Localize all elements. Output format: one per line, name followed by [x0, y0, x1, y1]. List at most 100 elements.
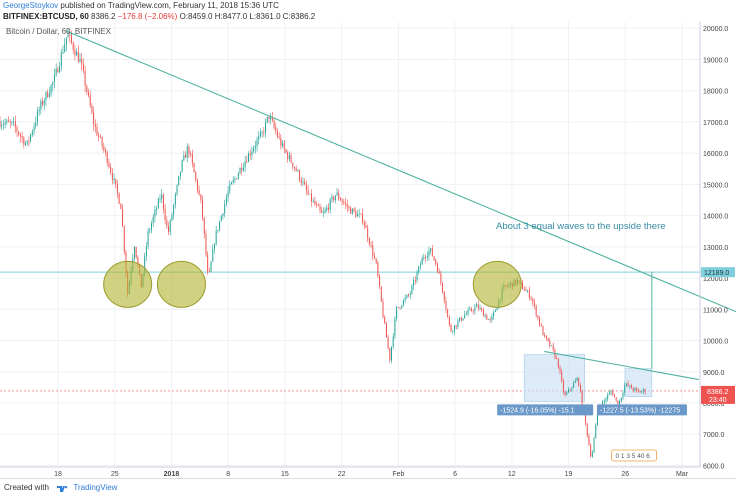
- candle-body: [179, 171, 181, 176]
- candle-body: [275, 127, 277, 132]
- candle-body: [43, 100, 45, 105]
- candle-body: [314, 200, 316, 205]
- candle-body: [11, 121, 13, 123]
- candle-body: [409, 293, 411, 296]
- candle-body: [72, 42, 74, 51]
- candle-body: [426, 256, 428, 258]
- candle-body: [333, 196, 335, 201]
- candle-body: [326, 207, 328, 211]
- candle-body: [65, 37, 67, 45]
- price-chart[interactable]: -1524.9 (-16.05%) -15.1 -1227.5 (-13.53%)…: [0, 0, 736, 478]
- candle-body: [632, 388, 634, 391]
- candle-body: [106, 152, 108, 163]
- candle-body: [532, 298, 534, 303]
- ohlc-values: O:8459.0 H:8477.0 L:8361.0 C:8386.2: [179, 12, 316, 21]
- candle-body: [16, 127, 18, 132]
- candle-body: [590, 444, 592, 457]
- candle-body: [42, 100, 44, 105]
- candle-body: [368, 238, 370, 245]
- support-circle[interactable]: [156, 260, 206, 308]
- candle-body: [215, 230, 217, 245]
- author-link[interactable]: GeorgeStoykov: [3, 1, 59, 10]
- candle-body: [190, 153, 192, 155]
- candle-body: [460, 317, 462, 321]
- candle-body: [101, 137, 103, 147]
- measure-label-box: [596, 404, 687, 416]
- candle-body: [585, 411, 587, 424]
- candle-body: [135, 246, 137, 258]
- candle-body: [256, 139, 258, 147]
- candle-body: [428, 250, 430, 257]
- candle-body: [636, 388, 638, 390]
- y-tick-label: 15000.0: [703, 182, 728, 189]
- candle-body: [287, 152, 289, 160]
- measure-label-box: [497, 404, 594, 416]
- candle-body: [254, 146, 256, 149]
- candle-body: [331, 196, 333, 200]
- candle-body: [246, 161, 248, 163]
- candle-body: [341, 200, 343, 202]
- candle-body: [569, 389, 571, 391]
- candle-body: [345, 202, 347, 204]
- candle-body: [35, 122, 37, 127]
- candle-body: [431, 248, 433, 257]
- x-tick-label: 15: [281, 471, 289, 478]
- candle-body: [81, 59, 83, 64]
- candle-body: [457, 321, 459, 327]
- candle-body: [208, 271, 210, 273]
- plot-area[interactable]: [0, 22, 700, 467]
- candle-body: [1, 125, 3, 127]
- candle-body: [339, 198, 341, 201]
- candle-body: [110, 166, 112, 173]
- candle-body: [316, 204, 318, 206]
- candle-body: [637, 389, 639, 392]
- candle-body: [115, 178, 117, 185]
- candle-body: [265, 121, 267, 133]
- candle-body: [373, 255, 375, 259]
- candle-body: [196, 179, 198, 191]
- candle-body: [413, 280, 415, 286]
- candle-body: [593, 438, 595, 453]
- support-circle[interactable]: [103, 260, 153, 308]
- candle-body: [528, 290, 530, 299]
- candle-body: [399, 307, 401, 309]
- minor-trendline[interactable]: [544, 350, 699, 381]
- candle-body: [300, 180, 302, 184]
- candle-body: [561, 371, 563, 381]
- x-tick-label: 12: [508, 471, 516, 478]
- candle-body: [612, 390, 614, 396]
- candle-body: [642, 389, 644, 392]
- candle-body: [57, 68, 59, 73]
- candle-body: [268, 116, 270, 119]
- candle-body: [150, 223, 153, 230]
- candle-body: [620, 397, 622, 402]
- candle-body: [8, 120, 10, 122]
- last-price-tag-label: 8386.2: [707, 389, 729, 396]
- support-circle[interactable]: [472, 260, 522, 308]
- candle-body: [469, 308, 471, 310]
- x-tick-label: 19: [565, 471, 573, 478]
- candle-body: [52, 82, 54, 85]
- candle-body: [370, 244, 372, 246]
- candle-body: [442, 282, 444, 293]
- candle-body: [222, 213, 224, 216]
- tradingview-brand[interactable]: TradingView: [73, 483, 118, 492]
- candle-body: [248, 153, 250, 163]
- candle-body: [591, 452, 593, 457]
- major-trendline[interactable]: [66, 30, 736, 318]
- candle-body: [401, 305, 403, 308]
- measure-range-box[interactable]: [523, 354, 585, 402]
- candle-body: [207, 254, 209, 272]
- candle-body: [25, 143, 27, 145]
- candle-body: [98, 135, 100, 137]
- candle-body: [486, 315, 488, 320]
- last-price-time-label: 23:40: [709, 397, 727, 404]
- candle-body: [350, 207, 352, 214]
- candle-body: [564, 392, 566, 395]
- candle-body: [253, 148, 255, 152]
- candle-body: [603, 400, 605, 402]
- candle-body: [573, 383, 575, 388]
- candle-body: [0, 121, 1, 127]
- candle-body: [230, 182, 233, 185]
- y-tick-label: 10000.0: [703, 339, 728, 346]
